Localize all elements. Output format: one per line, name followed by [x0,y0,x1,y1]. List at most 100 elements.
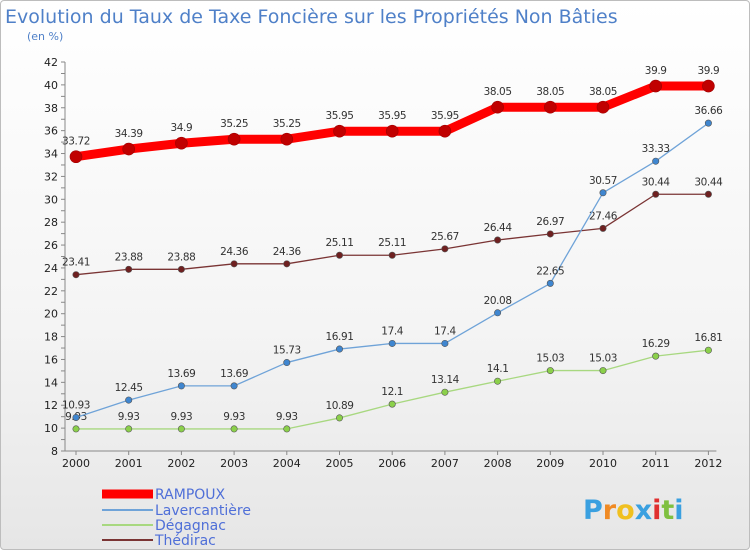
data-point-lavercantiere [125,396,133,404]
data-label-lavercantiere: 20.08 [484,295,512,307]
x-tick-label: 2001 [115,457,143,470]
data-label-rampoux: 39.9 [698,65,720,77]
data-label-lavercantiere: 10.93 [62,399,90,411]
data-point-rampoux [702,79,715,93]
data-label-degagnac: 15.03 [589,353,617,365]
logo-letter: i [652,495,661,526]
data-point-rampoux [543,100,557,114]
y-tick-label: 26 [44,239,58,252]
data-label-thedirac: 27.46 [589,210,618,222]
data-point-degagnac [704,346,712,354]
data-label-thedirac: 24.36 [220,246,249,258]
data-point-degagnac [388,400,396,408]
data-label-rampoux: 33.72 [62,136,90,148]
data-label-degagnac: 9.93 [276,411,298,423]
data-label-rampoux: 38.05 [484,86,512,98]
series-rampoux: 33.72 34.39 34.9 35.25 35.25 35.95 35.95 35.95 3… [62,65,720,164]
data-label-rampoux: 35.95 [378,110,406,122]
data-label-thedirac: 24.36 [273,246,302,258]
x-tick-label: 2003 [220,457,248,470]
data-point-degagnac [494,377,502,385]
logo-letter: t [661,495,674,526]
data-point-degagnac [441,388,449,396]
data-point-lavercantiere [388,339,396,347]
data-label-degagnac: 12.1 [381,386,403,398]
data-label-rampoux: 35.25 [273,118,301,130]
y-tick-label: 34 [44,148,58,161]
data-point-thedirac [283,260,291,268]
data-point-lavercantiere [704,119,712,127]
y-tick-label: 32 [44,170,58,183]
data-point-thedirac [546,230,554,238]
data-label-degagnac: 13.14 [431,374,460,386]
logo-letter: x [635,495,652,526]
y-tick-label: 16 [44,353,58,366]
x-tick-label: 2004 [273,457,301,470]
data-label-degagnac: 16.29 [642,338,670,350]
series-thedirac: 23.41 23.88 23.88 24.36 24.36 25.11 25.11 25.67… [62,176,724,279]
data-point-degagnac [230,425,238,433]
logo-letter: i [674,495,683,526]
data-point-lavercantiere [72,413,80,421]
y-tick-label: 42 [44,56,58,69]
data-label-thedirac: 23.88 [115,251,143,263]
data-label-rampoux: 38.05 [536,86,564,98]
legend-label-lavercantiere: Lavercantière [155,503,251,519]
data-point-thedirac [177,265,185,273]
data-label-rampoux: 34.9 [171,122,193,134]
data-point-thedirac [704,190,712,198]
x-tick-label: 2012 [694,457,722,470]
data-label-lavercantiere: 30.57 [589,175,617,187]
data-label-rampoux: 39.9 [645,65,667,77]
x-tick-label: 2010 [589,457,617,470]
proxiti-logo: Proxiti [583,495,684,526]
data-label-thedirac: 26.97 [536,216,564,228]
data-label-thedirac: 30.44 [642,176,671,188]
y-tick-label: 30 [44,193,58,206]
data-point-rampoux [280,132,294,146]
data-point-degagnac [72,425,80,433]
y-tick-label: 8 [51,445,58,458]
chart-subtitle: (en %) [27,30,63,43]
data-label-degagnac: 16.81 [694,332,722,344]
y-tick-label: 20 [44,308,58,321]
data-point-lavercantiere [283,359,291,367]
y-tick-label: 12 [44,399,58,412]
data-point-thedirac [652,190,660,198]
y-tick-label: 14 [44,376,58,389]
x-tick-label: 2007 [431,457,459,470]
data-label-rampoux: 35.25 [220,118,248,130]
data-label-thedirac: 23.88 [167,251,195,263]
data-point-lavercantiere [546,279,554,287]
x-tick-label: 2002 [167,457,195,470]
data-point-thedirac [125,265,133,273]
series-lavercantiere: 10.93 12.45 13.69 13.69 15.73 16.91 17.4 17.4 20… [62,105,724,421]
data-point-rampoux [175,136,188,150]
y-tick-label: 18 [44,331,58,344]
data-point-rampoux [596,100,610,114]
data-point-degagnac [335,414,343,422]
data-label-degagnac: 14.1 [487,363,509,375]
data-point-thedirac [441,245,449,253]
chart-title: Evolution du Taux de Taxe Foncière sur l… [5,6,618,28]
data-label-lavercantiere: 13.69 [167,368,195,380]
data-point-lavercantiere [335,345,343,353]
data-label-lavercantiere: 12.45 [115,382,143,394]
proxiti-logo-text: Proxiti [583,495,684,526]
y-tick-label: 38 [44,102,58,115]
x-tick-label: 2008 [484,457,512,470]
data-label-thedirac: 30.44 [694,176,723,188]
data-label-rampoux: 35.95 [325,110,353,122]
data-point-thedirac [388,251,396,259]
x-tick-label: 2011 [642,457,670,470]
data-label-thedirac: 25.67 [431,231,459,243]
data-label-degagnac: 9.93 [118,411,140,423]
data-label-rampoux: 38.05 [589,86,617,98]
data-point-lavercantiere [599,189,607,197]
logo-letter: P [583,495,603,526]
data-point-thedirac [230,260,238,268]
data-point-degagnac [546,367,554,375]
data-point-rampoux [333,124,346,138]
